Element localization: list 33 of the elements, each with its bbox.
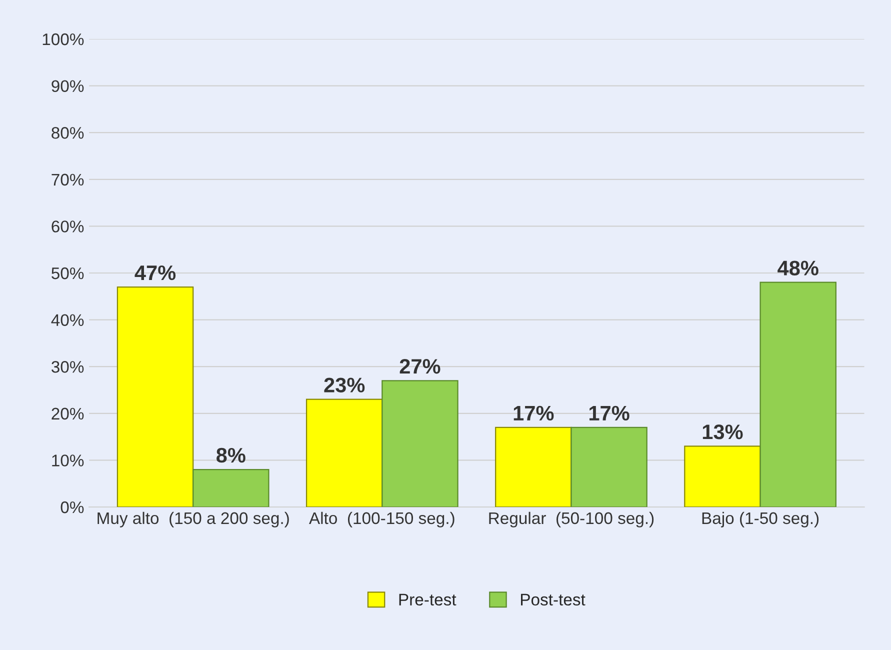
y-tick-label: 100% <box>42 33 84 46</box>
bar <box>760 282 836 507</box>
x-tick-label: Muy alto (150 a 200 seg.) <box>98 512 289 528</box>
y-tick-label: 40% <box>51 314 84 326</box>
y-tick-label: 60% <box>52 220 84 232</box>
legend-label: Pre-test <box>399 594 456 606</box>
data-label: 47% <box>134 265 176 280</box>
y-tick-label: 30% <box>52 361 84 373</box>
data-label: 17% <box>514 406 554 420</box>
y-tick-label: 50% <box>52 267 84 280</box>
data-label: 23% <box>324 378 365 392</box>
y-tick-label: 0% <box>60 501 84 514</box>
bar <box>192 469 270 507</box>
y-tick-label: 80% <box>52 127 84 139</box>
data-label: 13% <box>702 424 743 440</box>
bar <box>495 426 572 507</box>
bar <box>684 446 761 507</box>
bar <box>116 286 194 507</box>
bar <box>306 398 383 507</box>
x-tick-label: Alto (100-150 seg.) <box>309 512 454 528</box>
data-label: 17% <box>589 406 630 420</box>
y-tick-label: 20% <box>52 408 84 420</box>
legend-label: Post-test <box>521 594 586 606</box>
data-label: 8% <box>216 448 246 463</box>
bar <box>570 426 648 507</box>
data-label: 48% <box>778 260 818 276</box>
x-tick-label: Regular (50-100 seg.) <box>489 512 654 528</box>
bar <box>382 380 458 507</box>
y-tick-label: 10% <box>52 454 84 466</box>
data-label: 27% <box>400 358 440 374</box>
x-tick-label: Bajo (1-50 seg.) <box>702 512 819 528</box>
y-tick-label: 90% <box>52 80 84 92</box>
y-tick-label: 70% <box>52 174 84 186</box>
